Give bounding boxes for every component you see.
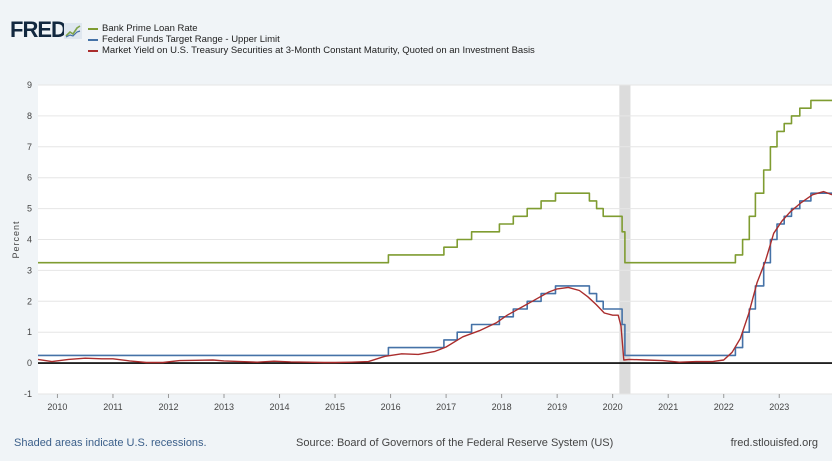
legend-label: Market Yield on U.S. Treasury Securities…: [102, 45, 535, 56]
fred-logo[interactable]: FRED: [10, 17, 67, 42]
x-tick-label: 2018: [492, 402, 512, 412]
legend-entry: Federal Funds Target Range - Upper Limit: [88, 34, 535, 45]
x-tick-label: 2015: [325, 402, 345, 412]
source-note: Source: Board of Governors of the Federa…: [296, 437, 614, 449]
y-tick-label: 5: [27, 204, 32, 214]
x-tick-label: 2020: [603, 402, 623, 412]
y-tick-label: -1: [24, 389, 32, 399]
y-tick-label: 0: [27, 358, 32, 368]
x-tick-label: 2010: [47, 402, 67, 412]
x-tick-label: 2017: [436, 402, 456, 412]
treasury-yield-line: [37, 190, 832, 364]
y-tick-label: 1: [27, 327, 32, 337]
legend-label: Federal Funds Target Range - Upper Limit: [102, 34, 280, 45]
x-tick-label: 2023: [769, 402, 789, 412]
legend-swatch: [88, 27, 98, 30]
legend-swatch: [88, 49, 98, 52]
legend-label: Bank Prime Loan Rate: [102, 23, 198, 34]
x-tick-label: 2019: [547, 402, 567, 412]
chart-legend: Bank Prime Loan Rate Federal Funds Target…: [88, 23, 535, 56]
legend-entry: Market Yield on U.S. Treasury Securities…: [88, 45, 535, 56]
x-tick-label: 2013: [214, 402, 234, 412]
y-tick-label: 7: [27, 142, 32, 152]
legend-swatch: [88, 38, 98, 41]
y-tick-label: 6: [27, 173, 32, 183]
x-tick-label: 2011: [103, 402, 122, 412]
y-tick-label: 8: [27, 111, 32, 121]
legend-entry: Bank Prime Loan Rate: [88, 23, 535, 34]
x-tick-label: 2021: [658, 402, 678, 412]
y-tick-label: 4: [27, 235, 32, 245]
line-chart-icon: [64, 23, 82, 39]
y-tick-label: 2: [27, 296, 32, 306]
x-tick-label: 2012: [158, 402, 178, 412]
x-tick-label: 2016: [381, 402, 401, 412]
y-axis-label: Percent: [11, 220, 21, 258]
recession-note[interactable]: Shaded areas indicate U.S. recessions.: [14, 437, 207, 449]
y-tick-label: 3: [27, 265, 32, 275]
x-tick-label: 2014: [270, 402, 290, 412]
y-tick-label: 9: [27, 80, 32, 90]
site-link[interactable]: fred.stlouisfed.org: [730, 437, 818, 449]
prime-rate-line: [38, 99, 832, 264]
x-tick-label: 2022: [714, 402, 734, 412]
